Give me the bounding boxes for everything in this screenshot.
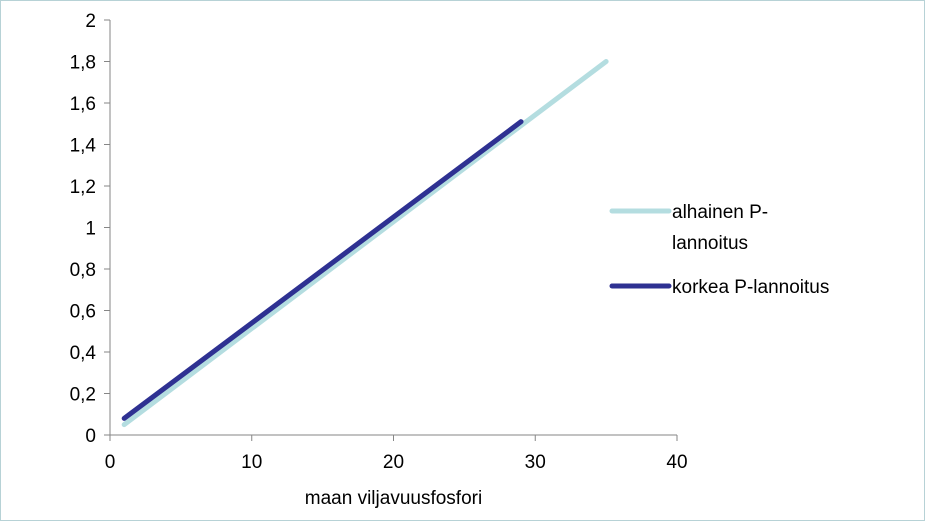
x-tick-label: 30	[525, 452, 546, 473]
y-tick-label: 0,4	[70, 343, 97, 364]
x-axis-title: maan viljavuusfosfori	[305, 488, 482, 509]
y-tick-label: 2	[85, 11, 96, 32]
series-line-1	[121, 59, 609, 428]
axes: 00,20,40,60,811,21,41,61,820 10 20 30 40	[70, 11, 688, 473]
y-tick-label: 1	[85, 219, 96, 240]
y-tick-label: 1,4	[70, 136, 97, 157]
x-tick-label: 10	[241, 452, 262, 473]
y-tick-label: 0,6	[70, 302, 96, 323]
y-tick-label: 0,2	[70, 385, 96, 406]
x-tick-label: 0	[105, 452, 116, 473]
series-line-2	[121, 119, 524, 421]
legend-label-1: lannoitus	[672, 233, 748, 254]
y-tick-label: 1,2	[70, 177, 96, 198]
legend-label-2: korkea P-lannoitus	[672, 277, 829, 298]
legend: alhainen P-lannoitus korkea P-lannoitus	[609, 202, 829, 298]
series-layer	[121, 59, 609, 428]
legend-label-1: alhainen P-	[672, 202, 768, 223]
y-tick-label: 0	[85, 426, 96, 447]
x-tick-label: 40	[666, 452, 687, 473]
y-tick-label: 0,8	[70, 260, 96, 281]
x-tick-label: 20	[383, 452, 404, 473]
y-tick-label: 1,8	[70, 53, 96, 74]
y-tick-label: 1,6	[70, 94, 96, 115]
